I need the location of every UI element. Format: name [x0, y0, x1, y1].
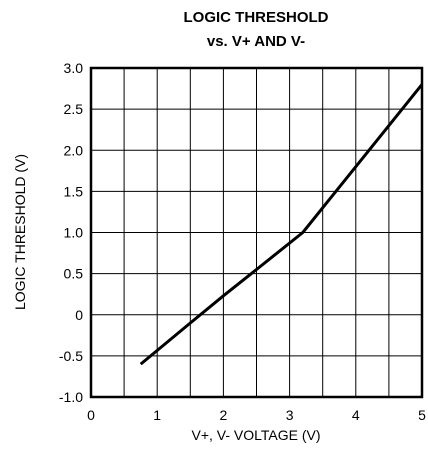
y-tick-label: 2.0: [64, 142, 84, 158]
x-tick-label: 0: [87, 407, 95, 423]
x-tick-label: 1: [153, 407, 161, 423]
plot-frame: [89, 66, 424, 399]
y-axis-label: LOGIC THRESHOLD (V): [12, 154, 28, 310]
series-layer: [139, 83, 424, 366]
y-tick-label: -1.0: [59, 389, 83, 405]
y-tick-label: -0.5: [59, 348, 83, 364]
y-tick-labels: -1.0 -0.5 0 0.5 1.0 1.5 2.0 2.5 3.0: [59, 60, 83, 405]
grid-lines: [91, 68, 422, 397]
chart-subtitle: vs. V+ AND V-: [207, 33, 305, 50]
y-tick-label: 0.5: [64, 266, 84, 282]
x-axis-label: V+, V- VOLTAGE (V): [191, 427, 320, 443]
y-tick-label: 1.5: [64, 183, 84, 199]
x-tick-label: 4: [352, 407, 360, 423]
threshold-line: [139, 83, 424, 366]
y-tick-label: 3.0: [64, 60, 84, 76]
y-tick-label: 1.0: [64, 225, 84, 241]
y-tick-label: 0: [75, 307, 83, 323]
x-tick-labels: 0 1 2 3 4 5: [87, 407, 426, 423]
x-tick-label: 2: [220, 407, 228, 423]
chart-title: LOGIC THRESHOLD: [184, 9, 329, 26]
y-tick-label: 2.5: [64, 101, 84, 117]
x-tick-label: 3: [286, 407, 294, 423]
x-tick-label: 5: [418, 407, 426, 423]
